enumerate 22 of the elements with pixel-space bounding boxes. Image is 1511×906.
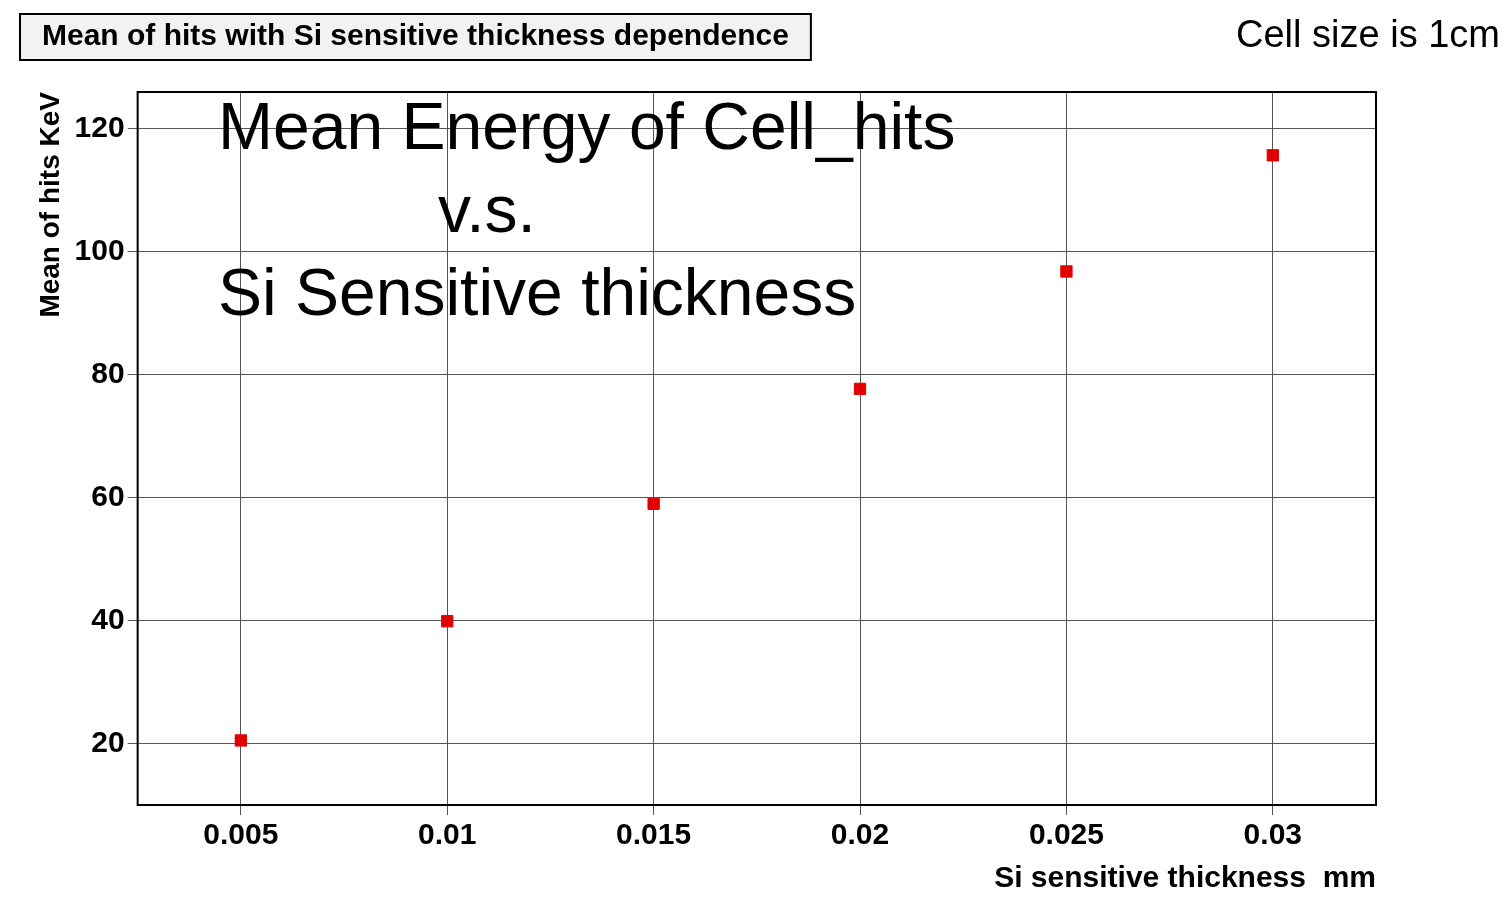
x-tick-label: 0.015 bbox=[616, 817, 692, 851]
text: Cell size is 1cm bbox=[1236, 13, 1500, 56]
x-tick-label: 0.025 bbox=[1028, 817, 1104, 851]
x-tick-label: 0.01 bbox=[418, 817, 477, 851]
y-tick-label: 60 bbox=[91, 478, 125, 512]
point bbox=[853, 382, 867, 396]
point bbox=[441, 615, 454, 628]
y-tick-label: 120 bbox=[74, 110, 125, 144]
y-tick-label: 20 bbox=[91, 724, 125, 758]
chart-title: Mean of hits with Si sensitive thickness dependence bbox=[42, 18, 789, 52]
point bbox=[234, 734, 248, 747]
point bbox=[647, 497, 660, 510]
point bbox=[1060, 265, 1073, 278]
x-axis-title: Si sensitive thickness mm bbox=[994, 860, 1376, 894]
y-axis-title: Mean of hits KeV bbox=[33, 91, 65, 318]
point bbox=[1266, 149, 1279, 162]
y-tick-label: 80 bbox=[91, 356, 125, 390]
x-tick-label: 0.02 bbox=[830, 817, 890, 851]
x-tick-label: 0.03 bbox=[1243, 817, 1302, 851]
y-tick-label: 40 bbox=[91, 601, 125, 635]
y-tick-label: 100 bbox=[74, 233, 125, 267]
x-tick-label: 0.005 bbox=[203, 817, 279, 851]
